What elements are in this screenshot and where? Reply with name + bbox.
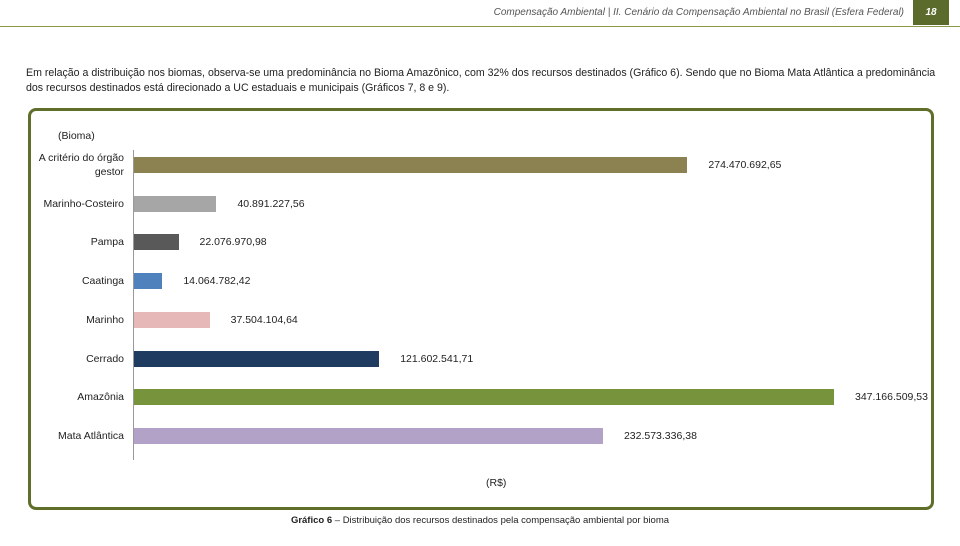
category-label: Caatinga xyxy=(81,275,124,288)
value-label: 40.891.227,56 xyxy=(237,197,305,210)
bar xyxy=(134,273,163,290)
category-label: Marinho xyxy=(86,313,124,326)
caption: Gráfico 6 – Distribuição dos recursos de… xyxy=(0,515,960,526)
x-axis-label: (R$) xyxy=(486,477,507,489)
value-label: 14.064.782,42 xyxy=(183,275,251,288)
category-label: Marinho-Costeiro xyxy=(43,197,124,210)
value-label: 37.504.104,64 xyxy=(230,313,298,326)
value-label: 274.470.692,65 xyxy=(708,159,782,171)
caption-label: Gráfico 6 xyxy=(290,515,333,526)
category-label: Mata Atlântica xyxy=(58,429,124,442)
page-number: 18 xyxy=(913,0,949,25)
bar xyxy=(134,195,217,212)
bar xyxy=(134,427,603,444)
category-label: Cerrado xyxy=(86,352,124,365)
value-label: 121.602.541,71 xyxy=(400,352,474,365)
value-label: 232.573.336,38 xyxy=(623,429,697,442)
bar xyxy=(134,234,179,251)
bar xyxy=(134,311,210,328)
header-title: Compensação Ambiental | II. Cenário da C… xyxy=(493,7,904,18)
category-label: A critério do órgão gestor xyxy=(38,152,124,178)
value-label: 347.166.509,53 xyxy=(855,391,928,404)
chart-frame xyxy=(28,108,934,510)
bar xyxy=(134,157,688,173)
bar xyxy=(134,350,380,367)
value-label: 22.076.970,98 xyxy=(199,236,267,249)
category-label: Pampa xyxy=(90,236,124,249)
caption-text: – Distribuição dos recursos destinados p… xyxy=(334,515,670,526)
bar xyxy=(134,389,834,406)
paragraph: Em relação a distribuição nos biomas, ob… xyxy=(26,67,936,94)
category-label: Amazônia xyxy=(77,391,124,404)
header-rule xyxy=(0,26,960,27)
y-axis-label: (Bioma) xyxy=(58,130,95,142)
axis-line xyxy=(133,150,134,460)
